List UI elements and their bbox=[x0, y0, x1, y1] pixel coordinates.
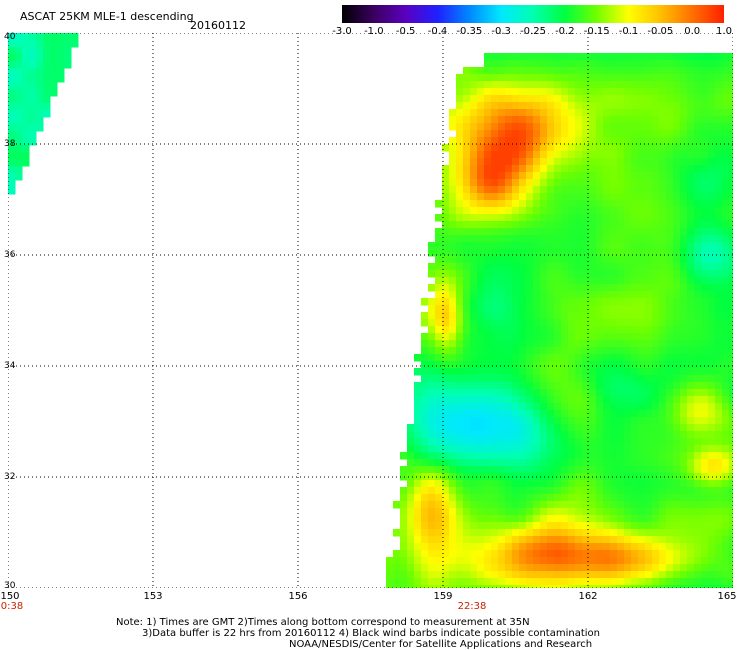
color-scale-label: -0.2 bbox=[555, 26, 575, 37]
color-scale-label: -3.0 bbox=[332, 26, 352, 37]
note-line-1: Note: 1) Times are GMT 2)Times along bot… bbox=[116, 617, 530, 628]
color-scale-label: 0.0 bbox=[684, 26, 701, 37]
time-label: 22:38 bbox=[457, 601, 487, 612]
grid-lines bbox=[8, 33, 733, 588]
longitude-label: 165 bbox=[717, 591, 737, 602]
longitude-label: 159 bbox=[433, 591, 453, 602]
chart-date: 20160112 bbox=[190, 19, 246, 32]
note-line-3: NOAA/NESDIS/Center for Satellite Applica… bbox=[289, 639, 593, 650]
chart-title: ASCAT 25KM MLE-1 descending bbox=[20, 10, 194, 23]
longitude-label: 162 bbox=[578, 591, 598, 602]
longitude-label: 153 bbox=[143, 591, 163, 602]
latitude-label: 32 bbox=[4, 472, 16, 482]
map-plot[interactable] bbox=[8, 33, 733, 588]
color-scale-label: -1.0 bbox=[364, 26, 384, 37]
color-scale-gradient bbox=[342, 5, 724, 23]
longitude-label: 150 bbox=[0, 591, 20, 602]
latitude-label: 38 bbox=[4, 139, 16, 149]
longitude-label: 156 bbox=[288, 591, 308, 602]
color-scale-label: -0.35 bbox=[456, 26, 483, 37]
color-scale-label: -0.3 bbox=[491, 26, 511, 37]
color-scale-label: -0.05 bbox=[647, 26, 674, 37]
color-scale-label: -0.15 bbox=[583, 26, 610, 37]
latitude-label: 34 bbox=[4, 361, 16, 371]
latitude-label: 30 bbox=[4, 581, 16, 591]
color-scale-label: -0.25 bbox=[520, 26, 546, 37]
color-scale-label: -0.4 bbox=[427, 26, 448, 37]
color-scale-bar bbox=[342, 5, 724, 23]
latitude-label: 36 bbox=[4, 250, 16, 260]
swath-data bbox=[8, 33, 733, 588]
color-scale-label: -0.5 bbox=[395, 26, 416, 37]
latitude-label: 40 bbox=[4, 32, 16, 42]
time-label: 0:38 bbox=[0, 601, 24, 612]
note-line-2: 3)Data buffer is 22 hrs from 20160112 4)… bbox=[142, 628, 600, 639]
color-scale-label: -0.1 bbox=[618, 26, 639, 37]
color-scale-label: 1.0 bbox=[716, 26, 732, 37]
